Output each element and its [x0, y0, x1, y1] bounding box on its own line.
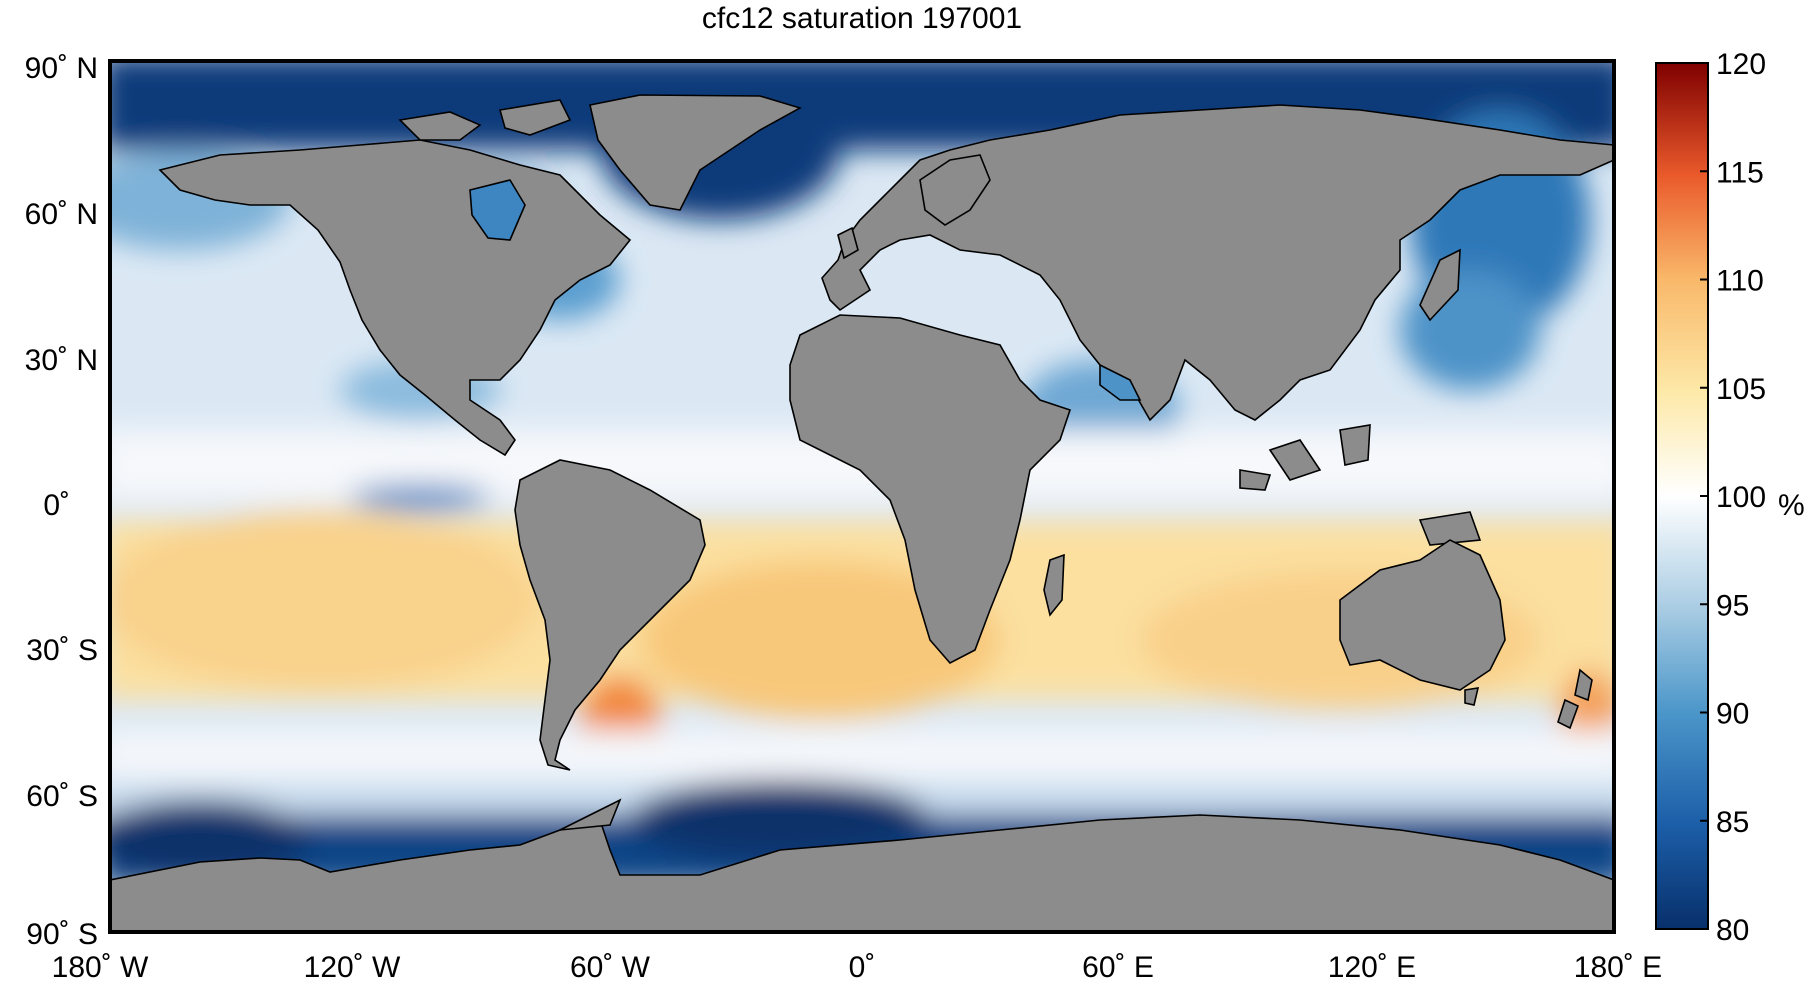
lat-label-30s: 30˚ S	[26, 634, 98, 667]
colorbar-tick-label: 120	[1716, 48, 1766, 81]
colorbar-tick-label: 100	[1716, 481, 1766, 514]
colorbar-unit: %	[1778, 489, 1805, 522]
colorbar-tick-label: 95	[1716, 589, 1749, 622]
australia	[1339, 539, 1506, 691]
lat-label-90s: 90˚ S	[26, 918, 98, 951]
eurasia	[821, 104, 1614, 422]
greenland	[589, 94, 803, 211]
colorbar-tick-label: 85	[1716, 806, 1749, 839]
lat-label-60n: 60˚ N	[25, 198, 98, 231]
antarctica	[110, 814, 1614, 932]
lon-label-60e: 60˚ E	[1082, 951, 1154, 984]
land-masses	[110, 94, 1614, 932]
hudson-bay	[469, 179, 526, 241]
colorbar: 120 115 110 105 100 95 90 85 80 %	[1655, 48, 1805, 947]
map-panel	[110, 61, 1614, 932]
lat-label-90n: 90˚ N	[25, 52, 98, 85]
map-frame	[108, 59, 1616, 934]
lat-label-60s: 60˚ S	[26, 780, 98, 813]
longitude-axis: 180˚ W 120˚ W 60˚ W 0˚ 60˚ E 120˚ E 180˚…	[52, 951, 1663, 984]
map-title: cfc12 saturation 197001	[702, 2, 1022, 35]
lon-label-120e: 120˚ E	[1328, 951, 1416, 984]
latitude-axis: 90˚ N 60˚ N 30˚ N 0˚ 30˚ S 60˚ S 90˚ S	[25, 52, 98, 951]
colorbar-tick-label: 80	[1716, 914, 1749, 947]
colorbar-tick-label: 90	[1716, 698, 1749, 731]
colorbar-tick-label: 105	[1716, 373, 1766, 406]
lon-label-180e: 180˚ E	[1574, 951, 1662, 984]
lon-label-60w: 60˚ W	[570, 951, 651, 984]
africa	[789, 314, 1072, 665]
colorbar-gradient	[1655, 62, 1709, 930]
lon-label-180w: 180˚ W	[52, 951, 149, 984]
south-america	[514, 459, 706, 771]
lat-label-0: 0˚	[43, 489, 70, 522]
lon-label-0: 0˚	[849, 951, 876, 984]
lon-label-120w: 120˚ W	[304, 951, 401, 984]
saturation-field	[110, 61, 1614, 885]
colorbar-tick-label: 115	[1716, 156, 1764, 189]
colorbar-tick-label: 110	[1716, 265, 1764, 298]
lat-label-30n: 30˚ N	[25, 344, 98, 377]
colorbar-ticks: 120 115 110 105 100 95 90 85 80	[1700, 48, 1766, 947]
